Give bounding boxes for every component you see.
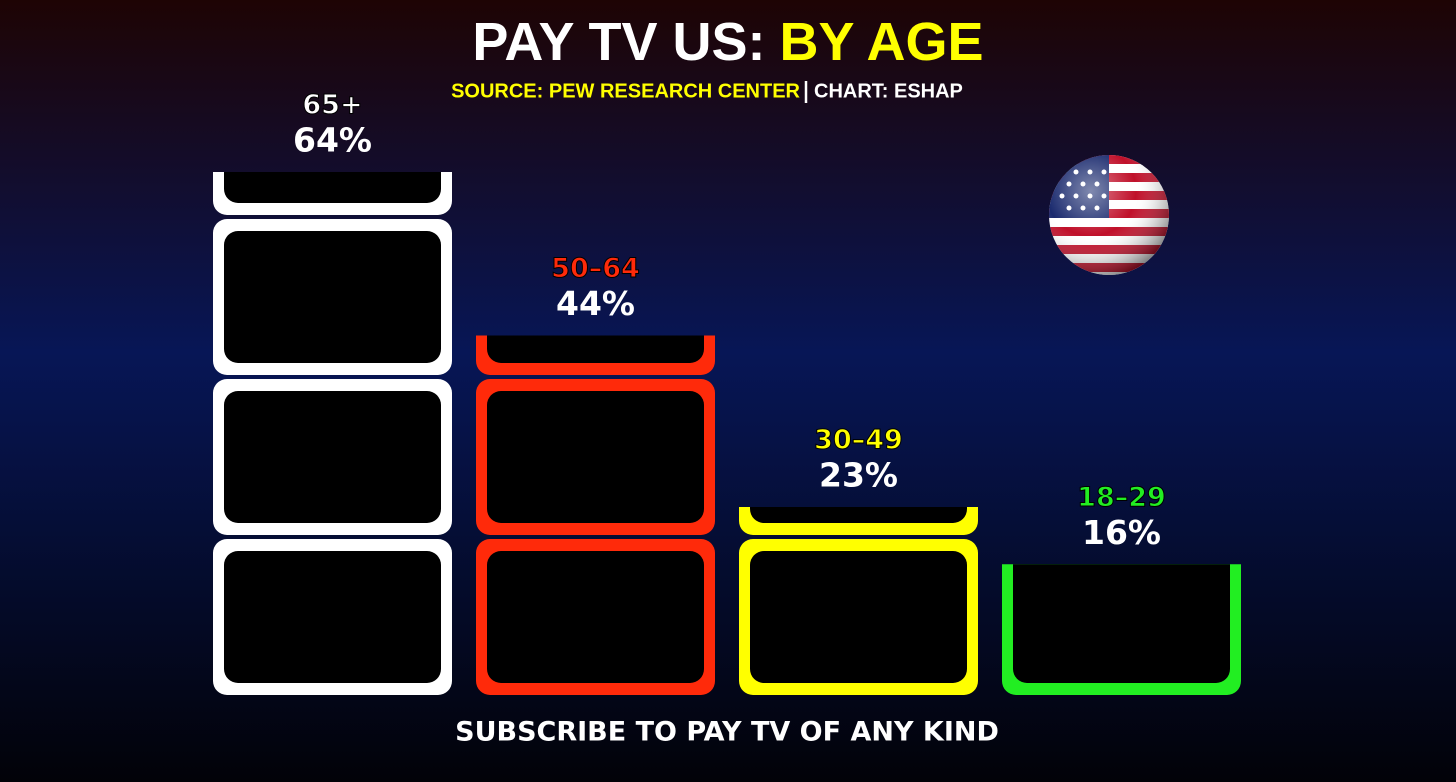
category-label: 18–29 — [1077, 482, 1166, 513]
tv-screen — [224, 231, 441, 363]
x-axis-label: SUBSCRIBE TO PAY TV OF ANY KIND — [455, 717, 999, 748]
bar — [476, 335, 715, 695]
category-label: 50–64 — [551, 253, 640, 284]
tv-screen — [224, 391, 441, 523]
tv-screen — [487, 391, 704, 523]
tv-screen — [1013, 564, 1230, 683]
tv-screen — [224, 172, 441, 203]
value-label: 16% — [1082, 513, 1161, 552]
value-label: 44% — [556, 284, 635, 323]
tv-screen — [224, 551, 441, 683]
chart-title: PAY TV US: BY AGE — [472, 12, 983, 72]
tv-screen — [750, 507, 967, 523]
bar — [739, 507, 978, 695]
category-label: 30–49 — [814, 425, 903, 456]
us-flag-globe — [1049, 155, 1169, 275]
tv-screen — [487, 335, 704, 363]
tv-screen — [750, 551, 967, 683]
value-label: 23% — [819, 456, 898, 495]
source: SOURCE: PEW RESEARCH CENTER — [451, 80, 800, 102]
title-highlight: BY AGE — [780, 12, 984, 72]
title-main: PAY TV US: — [472, 12, 765, 72]
category-label: 65+ — [302, 90, 362, 121]
credit: CHART: ESHAP — [814, 80, 963, 102]
value-label: 64% — [293, 121, 372, 160]
bar — [1002, 564, 1241, 695]
bar — [213, 172, 452, 695]
tv-screen — [487, 551, 704, 683]
